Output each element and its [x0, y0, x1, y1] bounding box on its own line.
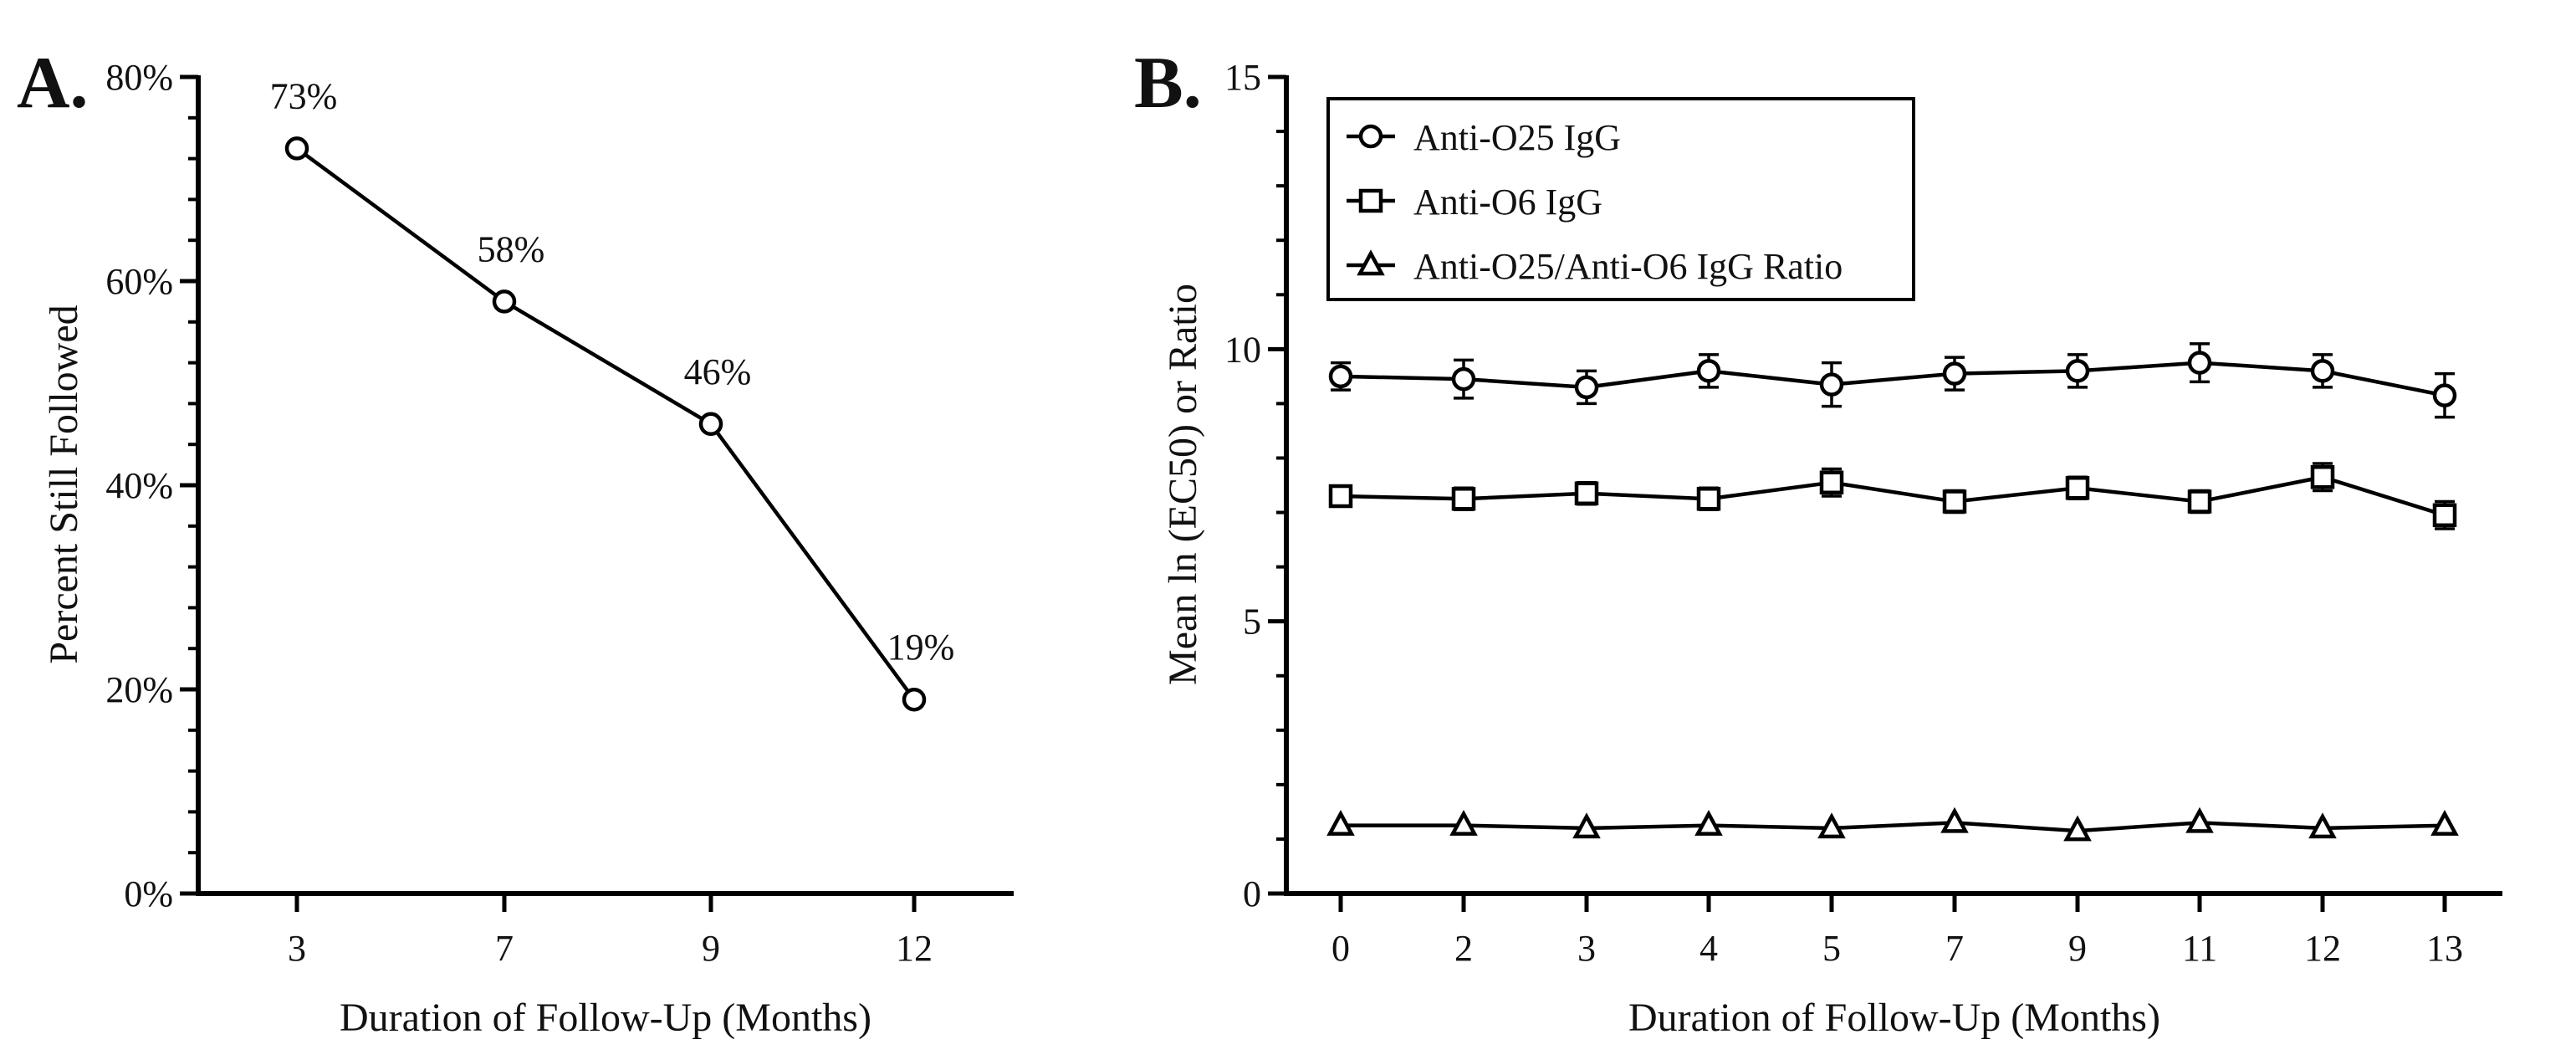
- data-point: [2310, 464, 2335, 489]
- panel-b-legend: Anti-O25 IgG Anti-O6 IgG Anti-O25/Anti-O…: [1326, 97, 1915, 301]
- panel-a-chart: A. 0% 20% 40% 60% 80% 3 7 9 12 73% 58% 46% 19% Dur…: [17, 43, 1014, 1040]
- series-line: [1340, 474, 2446, 517]
- panel-a-series: 73% 58% 46% 19%: [270, 75, 955, 712]
- data-point: [1940, 807, 1969, 833]
- panel-a-y-axis-title: Percent Still Followed: [42, 305, 86, 663]
- panel-b-y-axis-title: Mean ln (EC50) or Ratio: [1161, 284, 1205, 685]
- legend-label-anti-o6: Anti-O6 IgG: [1413, 182, 1602, 223]
- data-point: [698, 412, 723, 437]
- panel-b-series: [1326, 342, 2459, 842]
- data-point: [1574, 375, 1599, 400]
- x-tick-label: 3: [1577, 928, 1596, 969]
- legend-marker-circle: [1358, 124, 1383, 149]
- data-label: 58%: [478, 228, 545, 269]
- x-tick-label: 9: [702, 928, 720, 969]
- panel-b-y-ticks: 0 5 10 15: [1224, 57, 1286, 914]
- series-circle: [1328, 342, 2457, 419]
- x-tick-label: 12: [896, 928, 933, 969]
- y-tick-label: 15: [1224, 57, 1261, 98]
- x-tick-label: 7: [495, 928, 514, 969]
- data-point: [1942, 489, 1967, 514]
- data-point: [1574, 481, 1599, 506]
- panel-a-y-ticks: 0% 20% 40% 60% 80%: [105, 57, 198, 914]
- legend-label-ratio: Anti-O25/Anti-O6 IgG Ratio: [1413, 246, 1843, 287]
- data-point: [1696, 487, 1721, 511]
- legend-marker-square: [1358, 188, 1383, 213]
- data-point: [2187, 351, 2212, 375]
- legend-items: [1347, 124, 1395, 276]
- panel-b-chart: B. 0 5 10 15 0 2 3 4 5 7 9 11 12 13 Duration of Foll…: [1134, 43, 2502, 1040]
- y-tick-label: 60%: [105, 261, 173, 302]
- data-point: [1451, 487, 1476, 511]
- data-point: [902, 687, 927, 712]
- y-tick-label: 0%: [124, 873, 173, 914]
- data-point: [1328, 484, 1353, 509]
- data-point: [1694, 809, 1723, 836]
- panel-b-x-axis-title: Duration of Follow-Up (Months): [1628, 996, 2160, 1040]
- series-line-percent-followed: [295, 146, 916, 701]
- data-point: [2432, 503, 2457, 528]
- data-point: [492, 289, 517, 314]
- data-point: [1819, 470, 1844, 494]
- panel-a-x-ticks: 3 7 9 12: [288, 894, 933, 969]
- series-triangle: [1326, 807, 2459, 842]
- series-line: [1341, 821, 2446, 833]
- series-square: [1328, 462, 2457, 530]
- x-tick-label: 9: [2068, 928, 2087, 969]
- y-tick-label: 0: [1243, 873, 1261, 914]
- data-point: [1696, 359, 1721, 383]
- data-point: [2310, 359, 2335, 383]
- data-point: [1328, 364, 1353, 389]
- data-point: [2065, 476, 2090, 500]
- legend-marker-triangle: [1357, 249, 1385, 276]
- data-point: [2065, 359, 2090, 383]
- x-tick-label: 12: [2304, 928, 2341, 969]
- x-tick-label: 4: [1699, 928, 1718, 969]
- panel-b-x-ticks: 0 2 3 4 5 7 9 11 12 13: [1331, 894, 2463, 969]
- legend-box: [1326, 97, 1915, 301]
- data-point: [1449, 809, 1478, 836]
- x-tick-label: 7: [1945, 928, 1964, 969]
- data-point: [1819, 372, 1844, 397]
- legend-label-anti-o25: Anti-O25 IgG: [1413, 117, 1621, 158]
- x-tick-label: 11: [2182, 928, 2217, 969]
- data-point: [2063, 815, 2092, 842]
- y-tick-label: 10: [1224, 329, 1261, 370]
- data-point: [284, 136, 309, 161]
- data-point: [1451, 366, 1476, 392]
- data-point: [2430, 809, 2459, 836]
- y-tick-label: 20%: [105, 669, 173, 710]
- x-tick-label: 5: [1822, 928, 1841, 969]
- x-tick-label: 2: [1454, 928, 1473, 969]
- x-tick-label: 0: [1331, 928, 1350, 969]
- data-point: [1942, 361, 1967, 386]
- data-point: [2185, 807, 2214, 833]
- series-line: [1340, 361, 2446, 397]
- data-point: [2187, 489, 2212, 514]
- panel-b-label: B.: [1134, 43, 1202, 124]
- y-tick-label: 80%: [105, 57, 173, 98]
- data-point: [1572, 812, 1601, 839]
- x-tick-label: 13: [2426, 928, 2463, 969]
- data-point: [2308, 812, 2337, 839]
- y-tick-label: 40%: [105, 465, 173, 506]
- panel-a-x-axis-title: Duration of Follow-Up (Months): [340, 996, 871, 1040]
- data-label: 19%: [887, 627, 955, 668]
- data-point: [2432, 383, 2457, 407]
- data-label: 46%: [684, 351, 752, 392]
- x-tick-label: 3: [288, 928, 306, 969]
- data-point: [1326, 809, 1355, 836]
- data-label: 73%: [270, 75, 338, 116]
- y-tick-label: 5: [1243, 602, 1261, 643]
- panel-a-label: A.: [17, 43, 89, 124]
- data-point: [1817, 812, 1846, 839]
